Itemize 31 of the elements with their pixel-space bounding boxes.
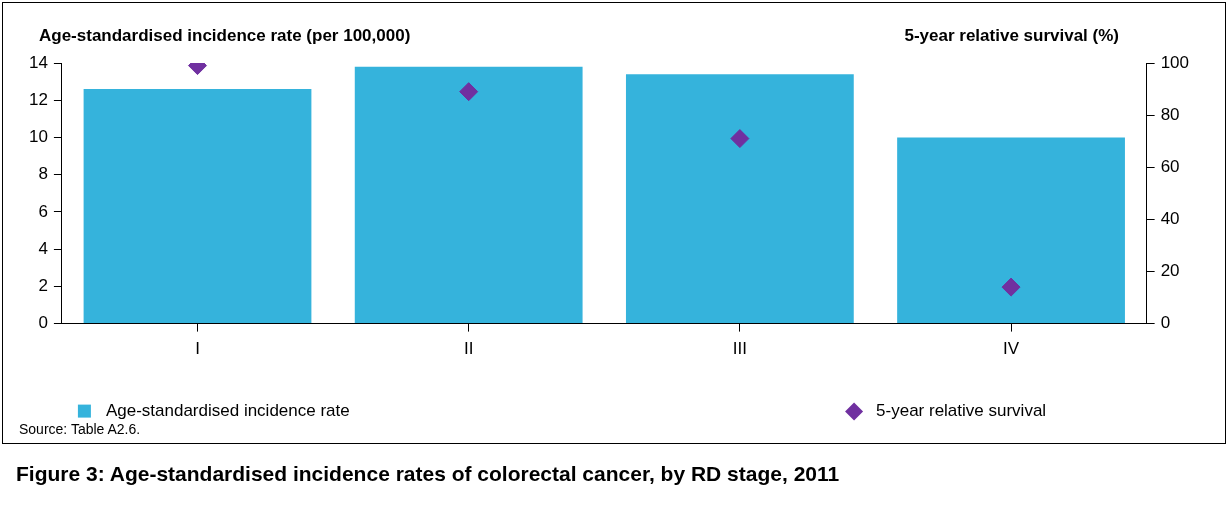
point [459,82,479,102]
bar [354,66,583,324]
y-tick-label: 10 [28,127,48,147]
y2-tick-label: 40 [1160,209,1180,229]
y-tick-label: 0 [38,313,48,333]
y-tick-label: 6 [38,201,48,221]
y2-tick-label: 100 [1160,52,1190,72]
y-tick-label: 14 [28,52,48,72]
legend-label: 5-year relative survival [876,401,1047,421]
x-tick-label: IV [1003,339,1020,359]
y-tick-label: 8 [38,164,48,184]
bar [83,89,312,324]
y-tick-label: 4 [38,238,48,258]
x-tick-label: III [732,339,747,359]
y2-tick-label: 20 [1160,261,1180,281]
x-tick-label: I [195,339,200,359]
point [1001,277,1021,297]
text: Figure 3: Age-standardised incidence rates of colorectal cancer, by RD stage, 2011 [16,462,841,486]
x-tick-label: II [463,339,474,359]
source-note: Source: Table A2.6. [19,421,141,437]
y2-axis-title: 5-year relative survival (%) [904,26,1119,46]
y2-tick-label: 0 [1160,313,1171,333]
y2-tick-label: 60 [1160,156,1180,176]
y-tick-label: 12 [28,89,48,109]
legend-label: Age-standardised incidence rate [105,401,350,421]
y-tick-label: 2 [38,276,48,296]
y2-tick-label: 80 [1160,104,1180,124]
point [730,129,750,149]
y-axis-title: Age-standardised incidence rate (per 100,000) [39,26,411,46]
bar [897,137,1125,324]
bar [625,74,854,324]
